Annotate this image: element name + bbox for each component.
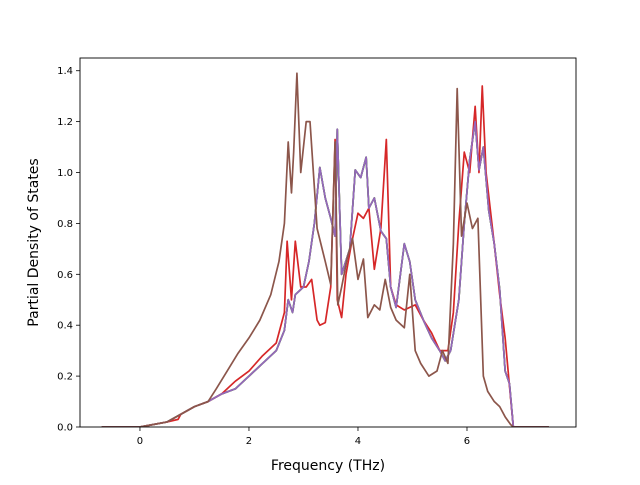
x-tick-label: 2 (246, 436, 252, 447)
axes-frame (79, 57, 577, 428)
y-axis-label: Partial Density of States (26, 158, 42, 326)
series-layer (101, 72, 549, 427)
x-tick-label: 0 (137, 436, 143, 447)
y-tick-label: 0.2 (57, 372, 73, 383)
y-tick-label: 0.8 (57, 219, 73, 230)
y-tick-label: 1.0 (57, 168, 73, 179)
x-tick-label: 6 (464, 436, 470, 447)
x-tick-label: 4 (355, 436, 361, 447)
plot-area (80, 58, 576, 427)
y-tick-label: 0.4 (57, 321, 73, 332)
y-tick-label: 1.2 (57, 117, 73, 128)
y-tick-label: 0.0 (57, 423, 73, 434)
y-tick-label: 0.6 (57, 270, 73, 281)
ticks-layer: 0 2 4 6 0.0 0.2 0.4 0.6 0.8 1.0 1.2 1.4 (57, 66, 470, 447)
series-line-4 (101, 120, 549, 427)
x-axis-label: Frequency (THz) (271, 458, 385, 474)
y-tick-label: 1.4 (57, 66, 73, 77)
series-line-5 (101, 72, 549, 427)
